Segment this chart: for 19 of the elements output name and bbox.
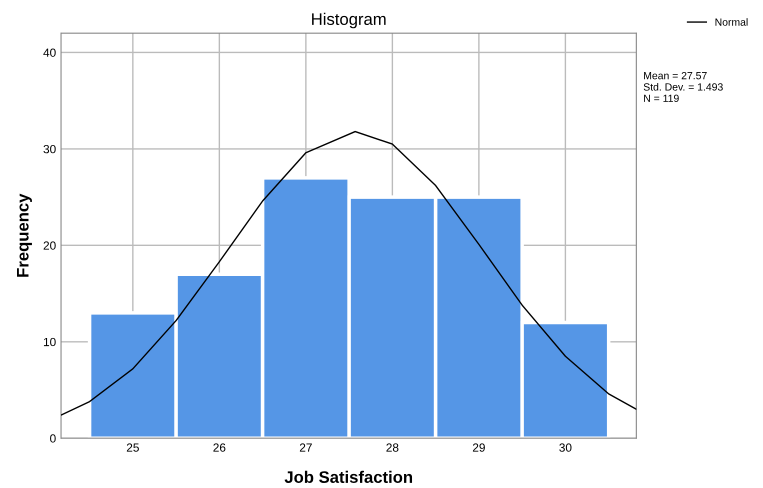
y-tick-label: 0 — [50, 434, 56, 443]
chart-title: Histogram — [312, 12, 386, 28]
line-series — [61, 130, 636, 416]
x-tick-label: 27 — [300, 443, 312, 452]
y-tick-label: 10 — [44, 338, 56, 346]
x-tick-label: 28 — [386, 443, 398, 452]
text: Std. Dev. = 1.493 — [644, 83, 723, 91]
x-tick-label: 30 — [559, 443, 572, 452]
x-tick-label: 29 — [472, 443, 485, 452]
y-tick-label: 30 — [44, 144, 56, 154]
text: Mean = 27.57 — [644, 72, 707, 80]
x-tick-label: 26 — [213, 443, 226, 452]
legend-label: Normal — [716, 18, 748, 26]
text: N = 119 — [644, 94, 679, 102]
y-tick-label: 40 — [43, 48, 56, 57]
y-axis-title: Frequency — [17, 194, 32, 277]
x-tick-label: 25 — [126, 443, 139, 452]
x-axis-title: Job Satisfaction — [284, 470, 412, 483]
y-tick-label: 20 — [44, 241, 56, 250]
